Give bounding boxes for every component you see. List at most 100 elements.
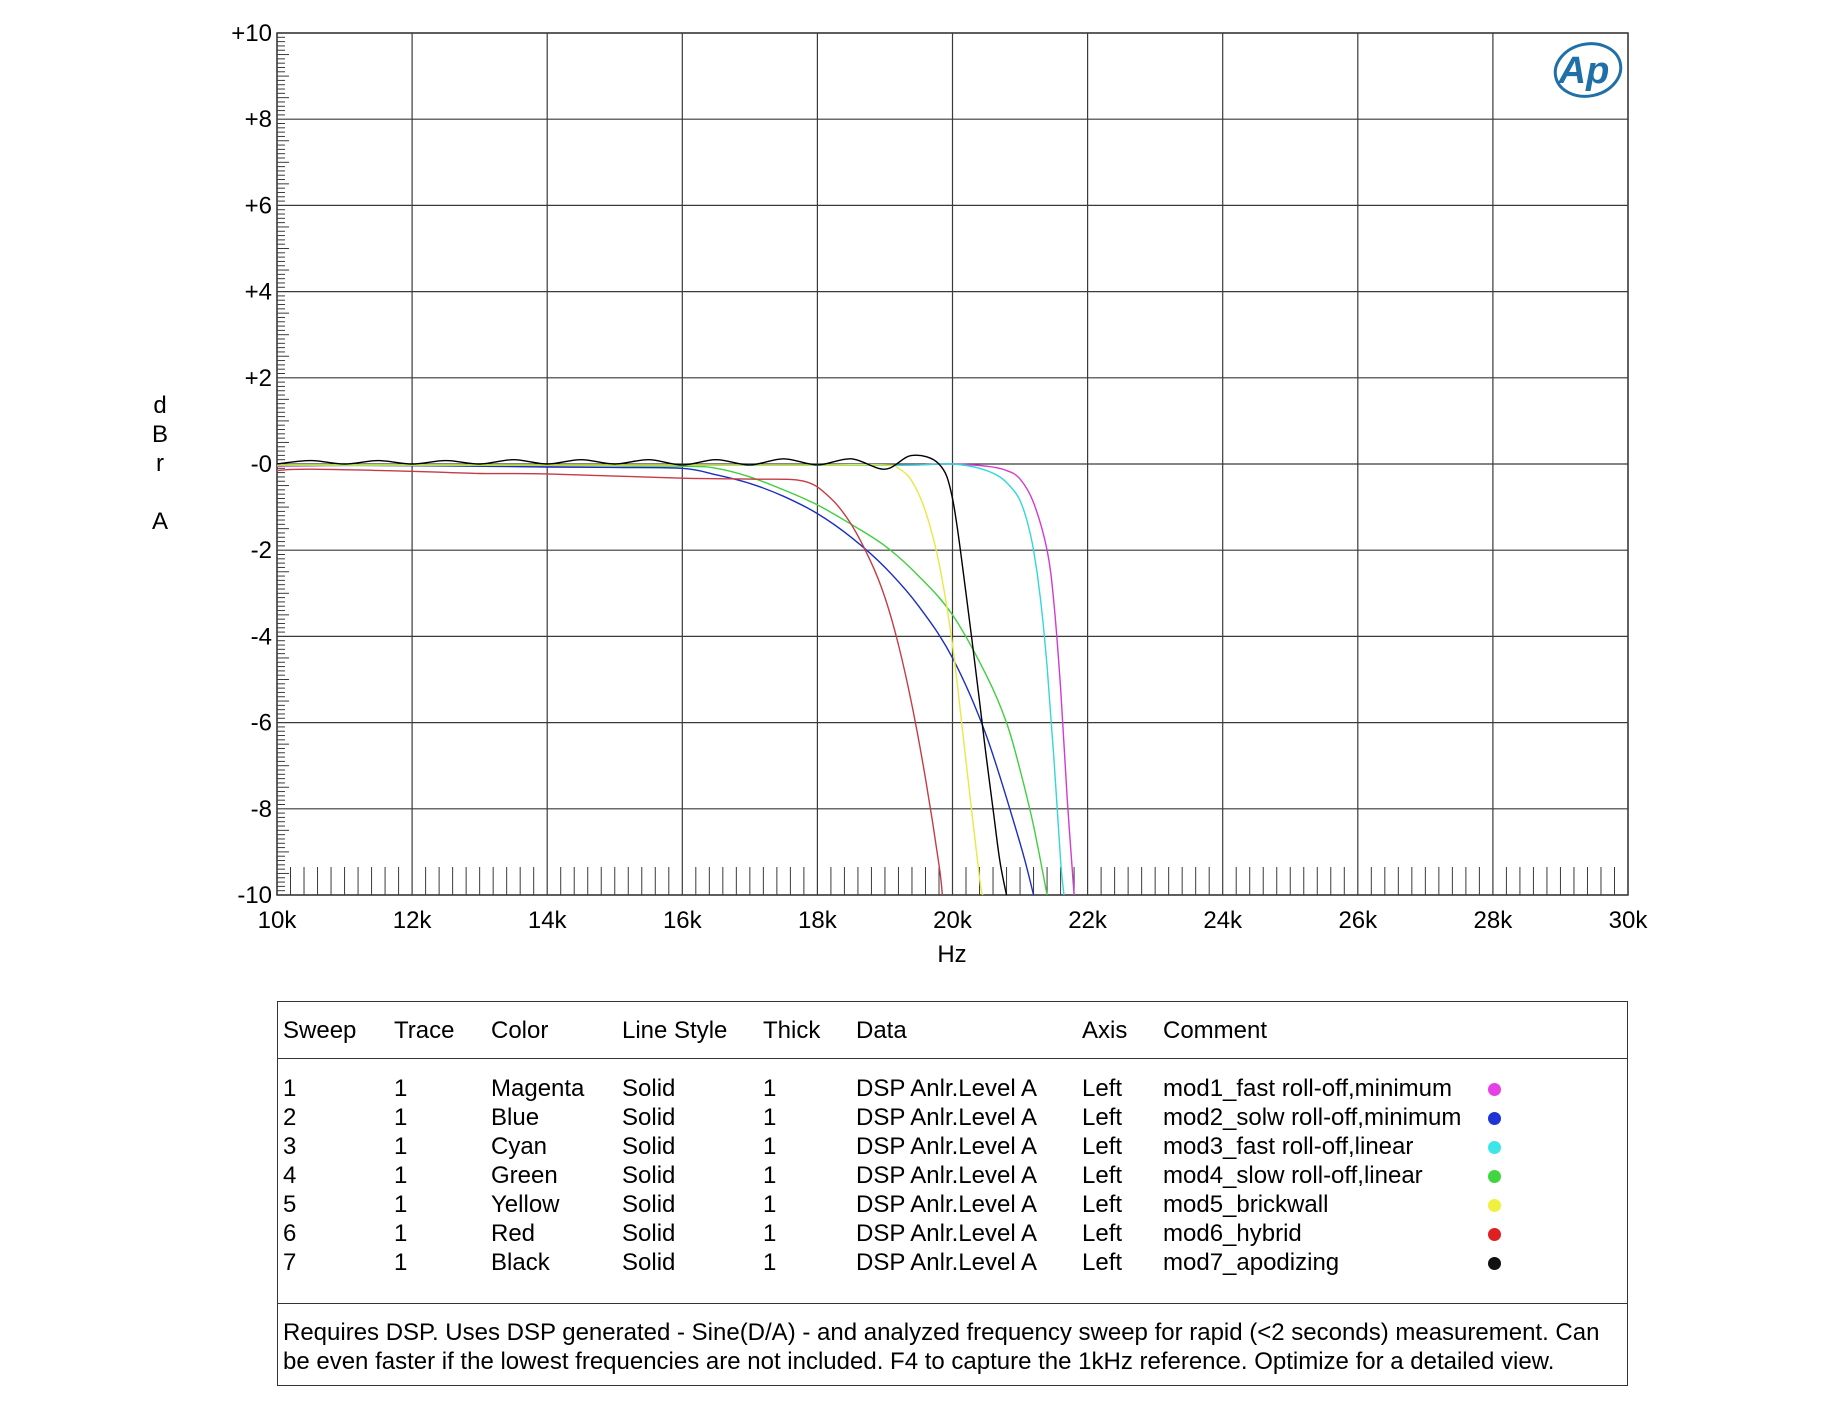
legend-cell-color: Green — [491, 1162, 558, 1189]
x-tick-label: 20k — [933, 907, 973, 934]
legend-cell-data: DSP Anlr.Level A — [856, 1075, 1038, 1102]
x-tick-label: 22k — [1068, 907, 1108, 934]
ap-logo: Ap — [1553, 42, 1623, 98]
y-tick-label: +8 — [245, 106, 272, 133]
y-axis-label: dBr A — [152, 392, 168, 535]
series-line-5 — [277, 463, 984, 896]
legend-cell-comment: mod2_solw roll-off,minimum — [1163, 1104, 1462, 1131]
notes-text: Requires DSP. Uses DSP generated - Sine(… — [283, 1319, 1600, 1375]
y-axis-label-letter: A — [152, 508, 168, 535]
legend-cell-axis: Left — [1082, 1249, 1123, 1276]
x-tick-label: 24k — [1203, 907, 1243, 934]
x-tick-label: 28k — [1474, 907, 1514, 934]
frequency-response-chart: +10 +8 +6 +4 +2 -0 -2 -4 -6 -8 -10 10k 12k 14k 16k 18k… — [152, 20, 1649, 968]
series-line-3 — [277, 463, 1065, 896]
legend-cell-axis: Left — [1082, 1191, 1123, 1218]
header-trace: Trace — [394, 1017, 455, 1044]
legend-color-swatch — [1488, 1257, 1501, 1270]
legend-cell-thick: 1 — [763, 1220, 777, 1247]
legend-cell-axis: Left — [1082, 1104, 1123, 1131]
ap-logo-ring — [1553, 42, 1623, 98]
legend-cell-trace: 1 — [394, 1133, 408, 1160]
legend-row: 5 1 Yellow Solid 1 DSP Anlr.Level A Left mod5_b… — [278, 1190, 1627, 1219]
y-tick-label: +4 — [245, 279, 272, 306]
y-minor-ticks — [277, 36, 289, 892]
header-sweep: Sweep — [283, 1017, 357, 1044]
x-tick-label: 26k — [1338, 907, 1378, 934]
x-axis-label: Hz — [937, 941, 966, 968]
legend-cell-sweep: 3 — [283, 1133, 297, 1160]
legend-cell-comment: mod7_apodizing — [1163, 1249, 1340, 1276]
header-comment: Comment — [1163, 1017, 1268, 1044]
legend-cell-color: Black — [491, 1249, 550, 1276]
legend-cell-axis: Left — [1082, 1162, 1123, 1189]
legend-cell-data: DSP Anlr.Level A — [856, 1162, 1038, 1189]
y-tick-label: +2 — [245, 365, 272, 392]
legend-row: 4 1 Green Solid 1 DSP Anlr.Level A Left mod4_sl… — [278, 1161, 1627, 1190]
legend-cell-sweep: 6 — [283, 1220, 297, 1247]
legend-cell-color: Yellow — [491, 1191, 560, 1218]
legend-cell-data: DSP Anlr.Level A — [856, 1249, 1038, 1276]
header-data: Data — [856, 1017, 907, 1044]
header-thick: Thick — [763, 1017, 821, 1044]
x-tick-label: 16k — [663, 907, 703, 934]
legend-cell-trace: 1 — [394, 1104, 408, 1131]
series-line-1 — [276, 463, 1075, 896]
legend-cell-sweep: 1 — [283, 1075, 297, 1102]
legend-color-swatch — [1488, 1170, 1501, 1183]
y-tick-label: +6 — [245, 192, 272, 219]
x-tick-label: 10k — [258, 907, 298, 934]
y-tick-label: -4 — [251, 623, 272, 650]
legend-cell-color: Red — [491, 1220, 536, 1247]
y-tick-label: -2 — [251, 537, 272, 564]
legend-header: Sweep Trace Color Line Style Thick Data … — [278, 1002, 1627, 1059]
legend-cell-sweep: 7 — [283, 1249, 297, 1276]
x-tick-label: 30k — [1609, 907, 1649, 934]
y-axis-label-letter: B — [152, 421, 168, 448]
header-line-style: Line Style — [622, 1017, 728, 1044]
legend-cell-comment: mod5_brickwall — [1163, 1191, 1329, 1218]
legend-cell-comment: mod1_fast roll-off,minimum — [1163, 1075, 1452, 1102]
legend-cell-axis: Left — [1082, 1220, 1123, 1247]
legend-cell-trace: 1 — [394, 1249, 408, 1276]
legend-cell-style: Solid — [622, 1249, 676, 1276]
legend-cell-style: Solid — [622, 1075, 676, 1102]
legend-cell-color: Cyan — [491, 1133, 548, 1160]
legend-cell-axis: Left — [1082, 1133, 1123, 1160]
legend-cell-thick: 1 — [763, 1191, 777, 1218]
x-tick-labels: 10k 12k 14k 16k 18k 20k 22k 24k 26k 28k 30k — [258, 907, 1649, 934]
legend-cell-color: Magenta — [491, 1075, 585, 1102]
legend-cell-thick: 1 — [763, 1249, 777, 1276]
y-tick-label: +10 — [231, 20, 272, 47]
y-tick-label: -0 — [251, 451, 272, 478]
ap-logo-text: Ap — [1558, 50, 1610, 92]
legend-row: 3 1 Cyan Solid 1 DSP Anlr.Level A Left mod3_fas… — [278, 1132, 1627, 1161]
legend-cell-axis: Left — [1082, 1075, 1123, 1102]
y-tick-labels: +10 +8 +6 +4 +2 -0 -2 -4 -6 -8 -10 — [231, 20, 272, 909]
series-line-7 — [276, 454, 1008, 896]
y-axis-label-letter: d — [153, 392, 166, 419]
x-minor-ticks — [290, 867, 1615, 895]
x-tick-label: 18k — [798, 907, 838, 934]
legend-notes: Requires DSP. Uses DSP generated - Sine(… — [278, 1303, 1627, 1385]
legend-cell-data: DSP Anlr.Level A — [856, 1191, 1038, 1218]
legend-cell-data: DSP Anlr.Level A — [856, 1220, 1038, 1247]
chart-grid — [276, 32, 1629, 896]
y-tick-label: -10 — [237, 882, 272, 909]
legend-cell-style: Solid — [622, 1104, 676, 1131]
legend-cell-comment: mod6_hybrid — [1163, 1220, 1302, 1247]
legend-cell-trace: 1 — [394, 1162, 408, 1189]
legend-color-swatch — [1488, 1141, 1501, 1154]
legend-color-swatch — [1488, 1112, 1501, 1125]
series-line-2 — [276, 464, 1035, 896]
legend-row: 2 1 Blue Solid 1 DSP Anlr.Level A Left mod2_sol… — [278, 1103, 1627, 1132]
chart-series — [276, 454, 1075, 896]
legend-color-swatch — [1488, 1083, 1501, 1096]
legend-color-swatch — [1488, 1228, 1501, 1241]
legend-row: 6 1 Red Solid 1 DSP Anlr.Level A Left mod6_hybr… — [278, 1219, 1627, 1248]
x-tick-label: 12k — [393, 907, 433, 934]
legend-cell-style: Solid — [622, 1220, 676, 1247]
header-axis: Axis — [1082, 1017, 1128, 1044]
legend-cell-thick: 1 — [763, 1133, 777, 1160]
legend-row: 1 1 Magenta Solid 1 DSP Anlr.Level A Left mod1_… — [278, 1074, 1627, 1103]
